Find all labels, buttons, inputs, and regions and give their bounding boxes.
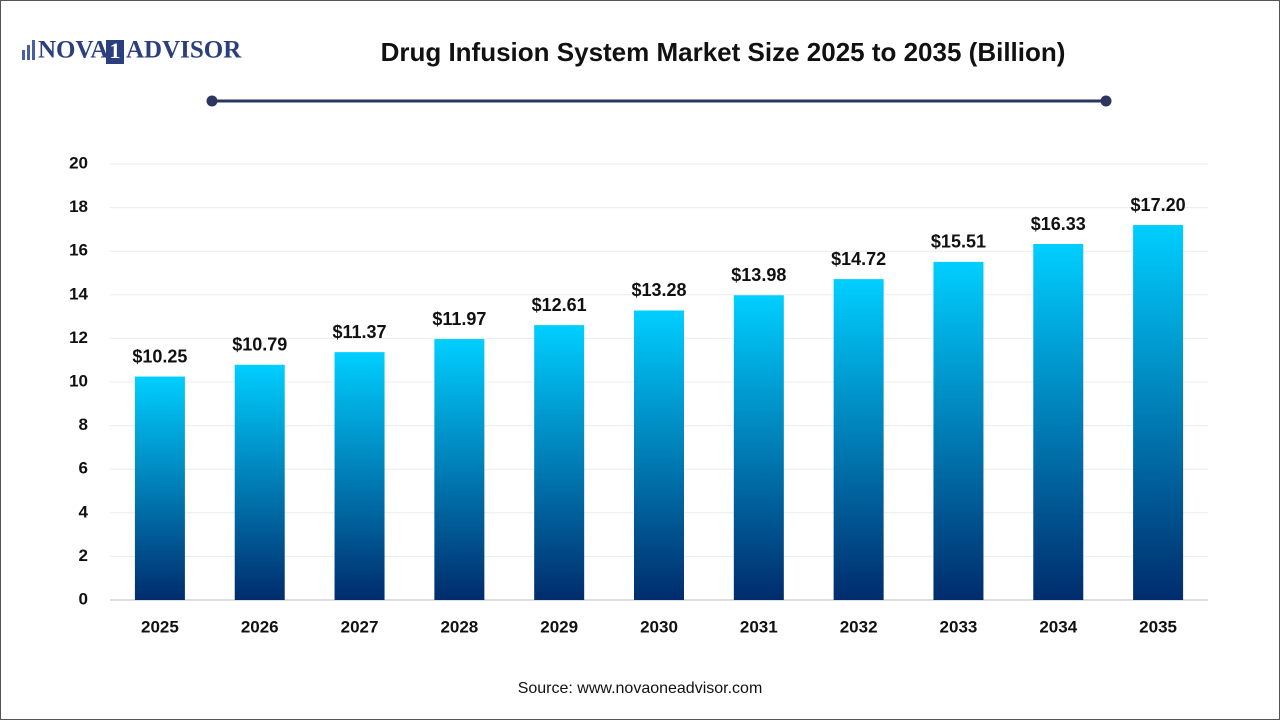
x-tick-label: 2030	[640, 617, 678, 636]
y-tick-label: 16	[69, 241, 88, 260]
value-label: $11.97	[432, 309, 486, 329]
x-tick-label: 2035	[1139, 617, 1177, 636]
x-tick-label: 2031	[740, 617, 778, 636]
logo: NOVA 1 ADVISOR	[22, 37, 242, 64]
x-tick-label: 2034	[1039, 617, 1077, 636]
x-tick-label: 2029	[540, 617, 578, 636]
value-label: $16.33	[1031, 214, 1086, 234]
value-label: $10.79	[232, 335, 287, 355]
bar	[634, 310, 684, 600]
bar	[1033, 244, 1084, 601]
value-label: $11.37	[333, 322, 387, 342]
x-tick-label: 2025	[141, 617, 179, 636]
y-tick-label: 2	[79, 546, 88, 565]
y-tick-label: 12	[69, 328, 88, 347]
y-tick-label: 10	[69, 371, 88, 390]
y-tick-label: 20	[69, 153, 88, 172]
bar	[833, 279, 884, 600]
bar	[334, 352, 385, 600]
rule-dot	[206, 95, 218, 107]
value-label: $13.28	[631, 280, 686, 300]
x-tick-label: 2033	[940, 617, 978, 636]
bar	[733, 295, 784, 600]
chart-title: Drug Infusion System Market Size 2025 to…	[381, 37, 1066, 67]
bar	[134, 376, 185, 600]
y-tick-label: 8	[79, 415, 88, 434]
x-tick-label: 2027	[341, 617, 379, 636]
source: Source: www.novaoneadvisor.com	[518, 680, 763, 697]
value-label: $14.72	[831, 249, 886, 269]
y-tick-label: 4	[79, 502, 89, 521]
value-label: $13.98	[731, 265, 786, 285]
logo-mark: 1	[110, 38, 121, 63]
bar	[234, 364, 285, 600]
bar	[434, 339, 485, 600]
y-tick-label: 6	[79, 459, 88, 478]
y-tick-label: 18	[69, 197, 88, 216]
y-tick-label: 14	[69, 284, 88, 303]
value-label: $10.25	[132, 346, 187, 366]
logo-right: ADVISOR	[126, 37, 242, 64]
value-label: $12.61	[532, 295, 587, 315]
bar	[933, 261, 984, 600]
x-tick-label: 2032	[840, 617, 878, 636]
y-tick-label: 0	[79, 589, 88, 608]
value-label: $17.20	[1131, 195, 1186, 215]
x-tick-label: 2028	[440, 617, 478, 636]
bar	[534, 325, 585, 600]
value-label: $15.51	[931, 232, 986, 252]
x-tick-label: 2026	[241, 617, 279, 636]
logo-left: NOVA	[38, 37, 108, 64]
rule-dot	[1100, 95, 1112, 107]
bar	[1133, 225, 1184, 601]
